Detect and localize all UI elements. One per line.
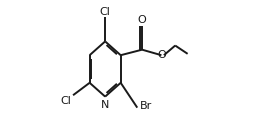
Text: O: O (158, 50, 166, 60)
Text: Cl: Cl (61, 96, 72, 106)
Text: O: O (138, 15, 146, 25)
Text: N: N (101, 100, 109, 110)
Text: Cl: Cl (100, 7, 110, 17)
Text: Br: Br (140, 101, 152, 111)
